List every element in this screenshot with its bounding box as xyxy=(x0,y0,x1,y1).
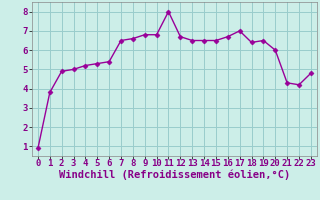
X-axis label: Windchill (Refroidissement éolien,°C): Windchill (Refroidissement éolien,°C) xyxy=(59,169,290,180)
